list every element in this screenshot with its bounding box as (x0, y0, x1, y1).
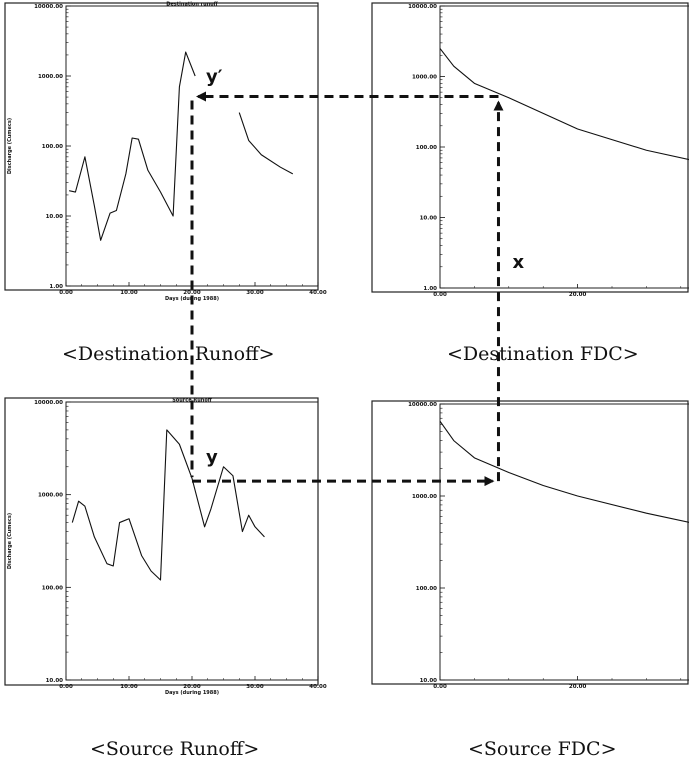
y-tick-label: 10.00 (46, 214, 64, 220)
x-tick-label: 20.00 (183, 290, 201, 296)
marker-x: x (512, 252, 524, 273)
y-tick-label: 100.00 (416, 145, 437, 151)
x-tick-label: 20.00 (569, 292, 587, 298)
x-tick-label: 40.00 (309, 290, 327, 296)
x-axis-label: Days (during 1988) (165, 690, 219, 696)
y-tick-label: 1.00 (49, 284, 63, 290)
y-tick-label: 10000.00 (34, 400, 63, 406)
caption-destination-fdc: <Destination FDC> (447, 343, 639, 365)
charts-layer: Destination runoff 1.00 10.00 100.00 1000.00… (4, 2, 689, 696)
y-tick-label: 1000.00 (412, 494, 437, 500)
chart-src_runoff: Source Runoff 10.00 100.00 1000.00 10000.00 0… (4, 397, 327, 696)
x-tick-label: 0.00 (59, 684, 73, 690)
chart-frame (371, 2, 689, 293)
caption-source-runoff: <Source Runoff> (90, 738, 260, 760)
series-line (71, 429, 265, 581)
caption-destination-runoff: <Destination Runoff> (62, 343, 275, 365)
plot-area (439, 403, 689, 681)
y-tick-label: 1000.00 (412, 75, 437, 81)
y-tick-label: 10.00 (420, 678, 438, 684)
y-tick-label: 10000.00 (408, 402, 437, 408)
chart-frame (4, 397, 319, 686)
marker-y: y (206, 447, 218, 468)
chart-dest_fdc: Destination FDC1.0010.00100.001000.00100… (371, 2, 689, 298)
chart-dest_runoff: Destination runoff 1.00 10.00 100.00 1000.00… (4, 2, 327, 302)
y-tick-label: 1.00 (423, 286, 437, 292)
x-tick-label: 20.00 (183, 684, 201, 690)
x-tick-label: 30.00 (246, 684, 264, 690)
marker-y-prime: y′ (206, 67, 223, 88)
y-tick-label: 10.00 (420, 216, 438, 222)
y-tick-label: 100.00 (416, 586, 437, 592)
series-line (439, 48, 689, 161)
arrows-layer: y′ x y (190, 67, 524, 487)
y-tick-label: 10000.00 (34, 4, 63, 10)
x-tick-label: 30.00 (246, 290, 264, 296)
x-tick-label: 10.00 (120, 684, 138, 690)
plot-area (65, 401, 319, 681)
series-line (238, 112, 294, 175)
plot-area (439, 5, 689, 289)
y-tick-label: 100.00 (42, 144, 63, 150)
x-tick-label: 20.00 (569, 684, 587, 690)
series-line (439, 420, 689, 523)
y-tick-label: 10000.00 (408, 4, 437, 10)
y-tick-label: 100.00 (42, 585, 63, 591)
chart-frame (371, 400, 689, 685)
series-line (69, 51, 196, 241)
y-axis-label: Discharge (Cumecs) (7, 513, 13, 569)
x-tick-label: 40.00 (309, 684, 327, 690)
y-tick-label: 1000.00 (38, 493, 63, 499)
chart-src_fdc: Source FDC10.00100.001000.0010000.000.00… (371, 400, 689, 690)
x-tick-label: 0.00 (433, 292, 447, 298)
y-axis-label: Discharge (Cumecs) (7, 118, 13, 174)
y-tick-label: 10.00 (46, 678, 64, 684)
x-tick-label: 0.00 (433, 684, 447, 690)
x-tick-label: 0.00 (59, 290, 73, 296)
x-tick-label: 10.00 (120, 290, 138, 296)
chart-title: Source Runoff (172, 398, 213, 404)
y-tick-label: 1000.00 (38, 74, 63, 80)
caption-source-fdc: <Source FDC> (468, 738, 617, 760)
chart-title: Destination runoff (166, 2, 218, 8)
